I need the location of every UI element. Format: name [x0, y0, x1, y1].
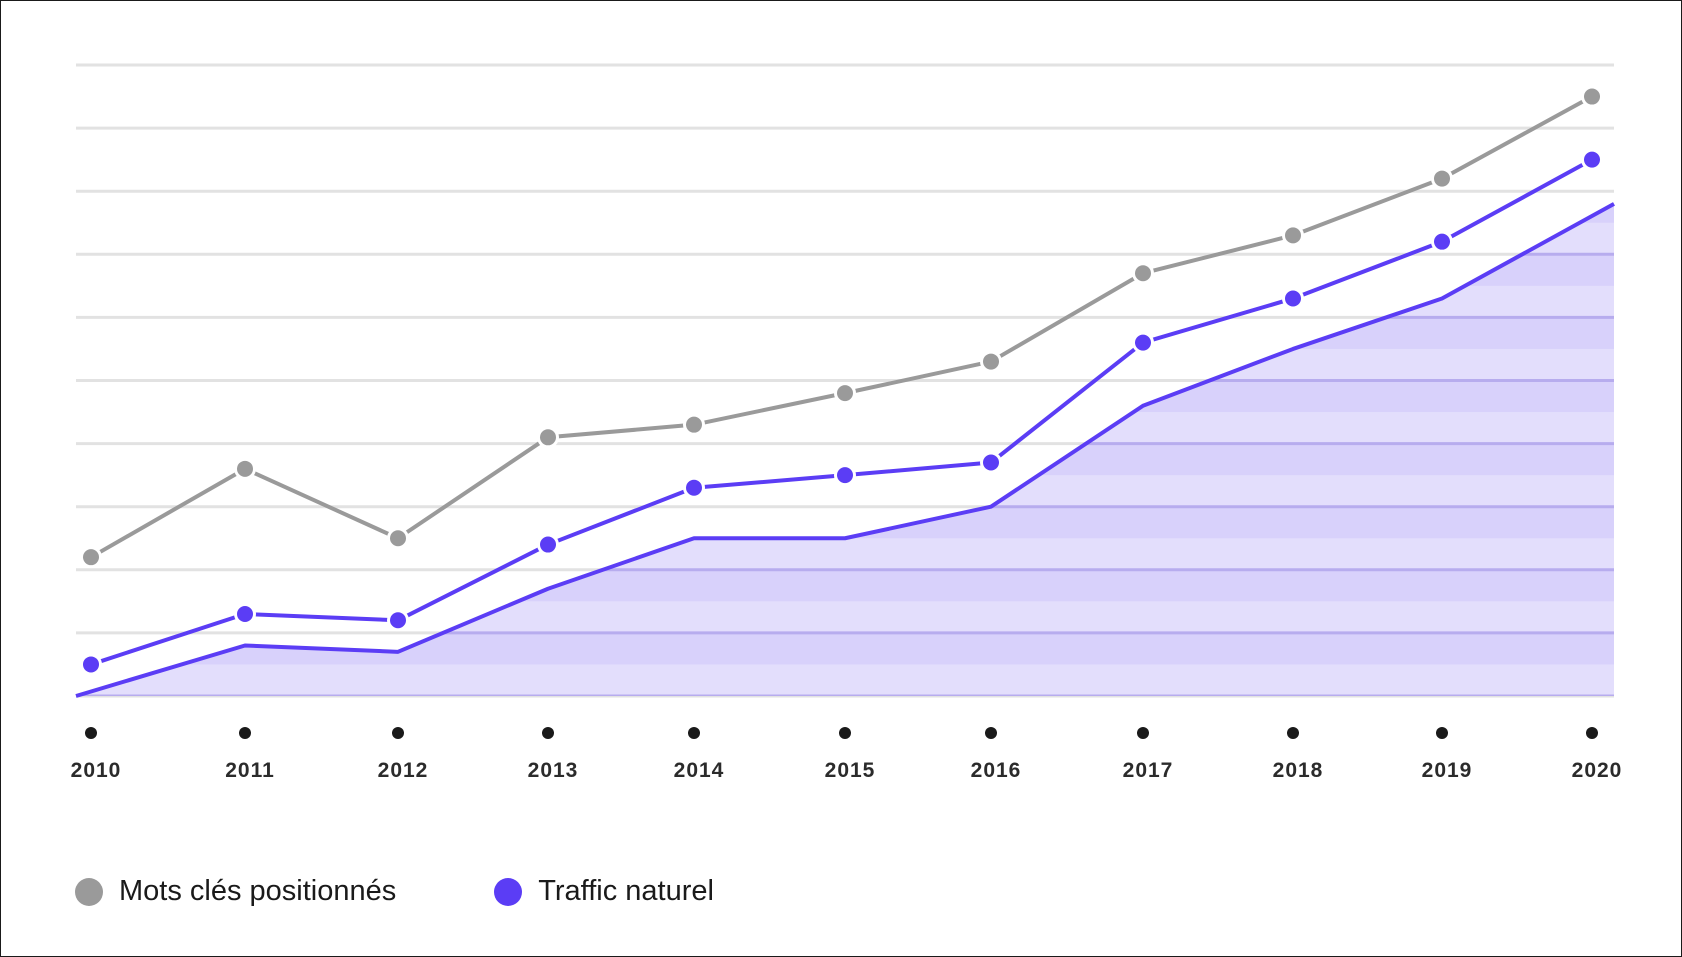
area-fill — [76, 203, 1614, 696]
area-band — [76, 160, 1614, 192]
x-tick-dot — [1436, 727, 1448, 739]
x-tick-label: 2013 — [528, 759, 579, 782]
legend-keywords-swatch — [75, 877, 103, 906]
area-band — [76, 97, 1614, 129]
x-tick-label: 2020 — [1572, 759, 1623, 782]
data-point-keywords-2015 — [837, 385, 853, 402]
x-tick-dot — [1287, 727, 1299, 739]
data-point-traffic-2015 — [837, 467, 853, 484]
data-point-traffic-2017 — [1135, 334, 1151, 351]
x-tick-dot — [1137, 727, 1149, 739]
x-tick-dot — [1586, 727, 1598, 739]
data-point-keywords-2012 — [390, 530, 406, 547]
data-point-keywords-2016 — [983, 353, 999, 370]
area-band — [76, 538, 1614, 570]
line-series — [80, 85, 1603, 676]
data-point-traffic-2018 — [1285, 290, 1301, 307]
data-point-traffic-2010 — [83, 656, 99, 673]
legend: Mots clés positionnés Traffic naturel — [75, 875, 812, 908]
x-tick-dot — [542, 727, 554, 739]
x-axis: 2010 2011 2012 2013 2014 2015 2016 2017 2018 2019… — [71, 727, 1623, 782]
x-tick-label: 2015 — [825, 759, 876, 782]
area-band — [76, 222, 1614, 255]
x-tick-dot — [239, 727, 251, 739]
area-band — [76, 285, 1614, 318]
data-point-keywords-2014 — [686, 416, 702, 433]
data-point-keywords-2013 — [540, 429, 556, 446]
x-tick-label: 2018 — [1273, 759, 1324, 782]
x-tick-dot — [688, 727, 700, 739]
x-tick-label: 2011 — [225, 759, 275, 782]
legend-item-traffic: Traffic naturel — [494, 875, 714, 908]
x-tick-dot — [392, 727, 404, 739]
x-tick-label: 2012 — [378, 759, 429, 782]
x-tick-label: 2019 — [1422, 759, 1473, 782]
data-point-keywords-2020 — [1584, 88, 1600, 105]
area-line — [75, 202, 1615, 698]
data-point-traffic-2011 — [237, 605, 253, 622]
gridlines — [76, 63, 1614, 698]
area-band — [76, 664, 1614, 696]
data-point-keywords-2011 — [237, 460, 253, 477]
data-point-traffic-2014 — [686, 479, 702, 496]
data-point-traffic-2019 — [1434, 233, 1450, 250]
data-point-keywords-2018 — [1285, 227, 1301, 244]
legend-traffic-swatch — [494, 877, 523, 906]
data-point-keywords-2010 — [83, 549, 99, 566]
x-tick-label: 2014 — [674, 759, 725, 782]
x-tick-dot — [839, 727, 851, 739]
data-point-traffic-2012 — [390, 612, 406, 629]
x-tick-dot — [85, 727, 97, 739]
area-band — [76, 348, 1614, 381]
x-tick-label: 2016 — [971, 759, 1022, 782]
legend-keywords-label: Mots clés positionnés — [119, 875, 397, 907]
data-point-traffic-2016 — [983, 454, 999, 471]
legend-traffic-label: Traffic naturel — [538, 875, 714, 907]
data-point-traffic-2013 — [540, 536, 556, 553]
x-tick-dot — [985, 727, 997, 739]
x-tick-label: 2010 — [71, 759, 122, 782]
data-point-keywords-2017 — [1135, 265, 1151, 282]
legend-item-keywords: Mots clés positionnés — [75, 875, 396, 908]
data-point-keywords-2019 — [1434, 170, 1450, 187]
area-band — [76, 412, 1614, 444]
x-tick-label: 2017 — [1123, 759, 1174, 782]
data-point-traffic-2020 — [1584, 151, 1600, 168]
